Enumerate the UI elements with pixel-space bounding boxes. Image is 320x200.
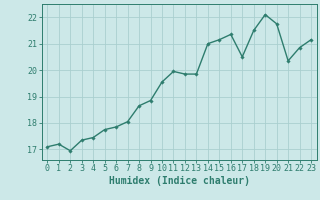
X-axis label: Humidex (Indice chaleur): Humidex (Indice chaleur) — [109, 176, 250, 186]
